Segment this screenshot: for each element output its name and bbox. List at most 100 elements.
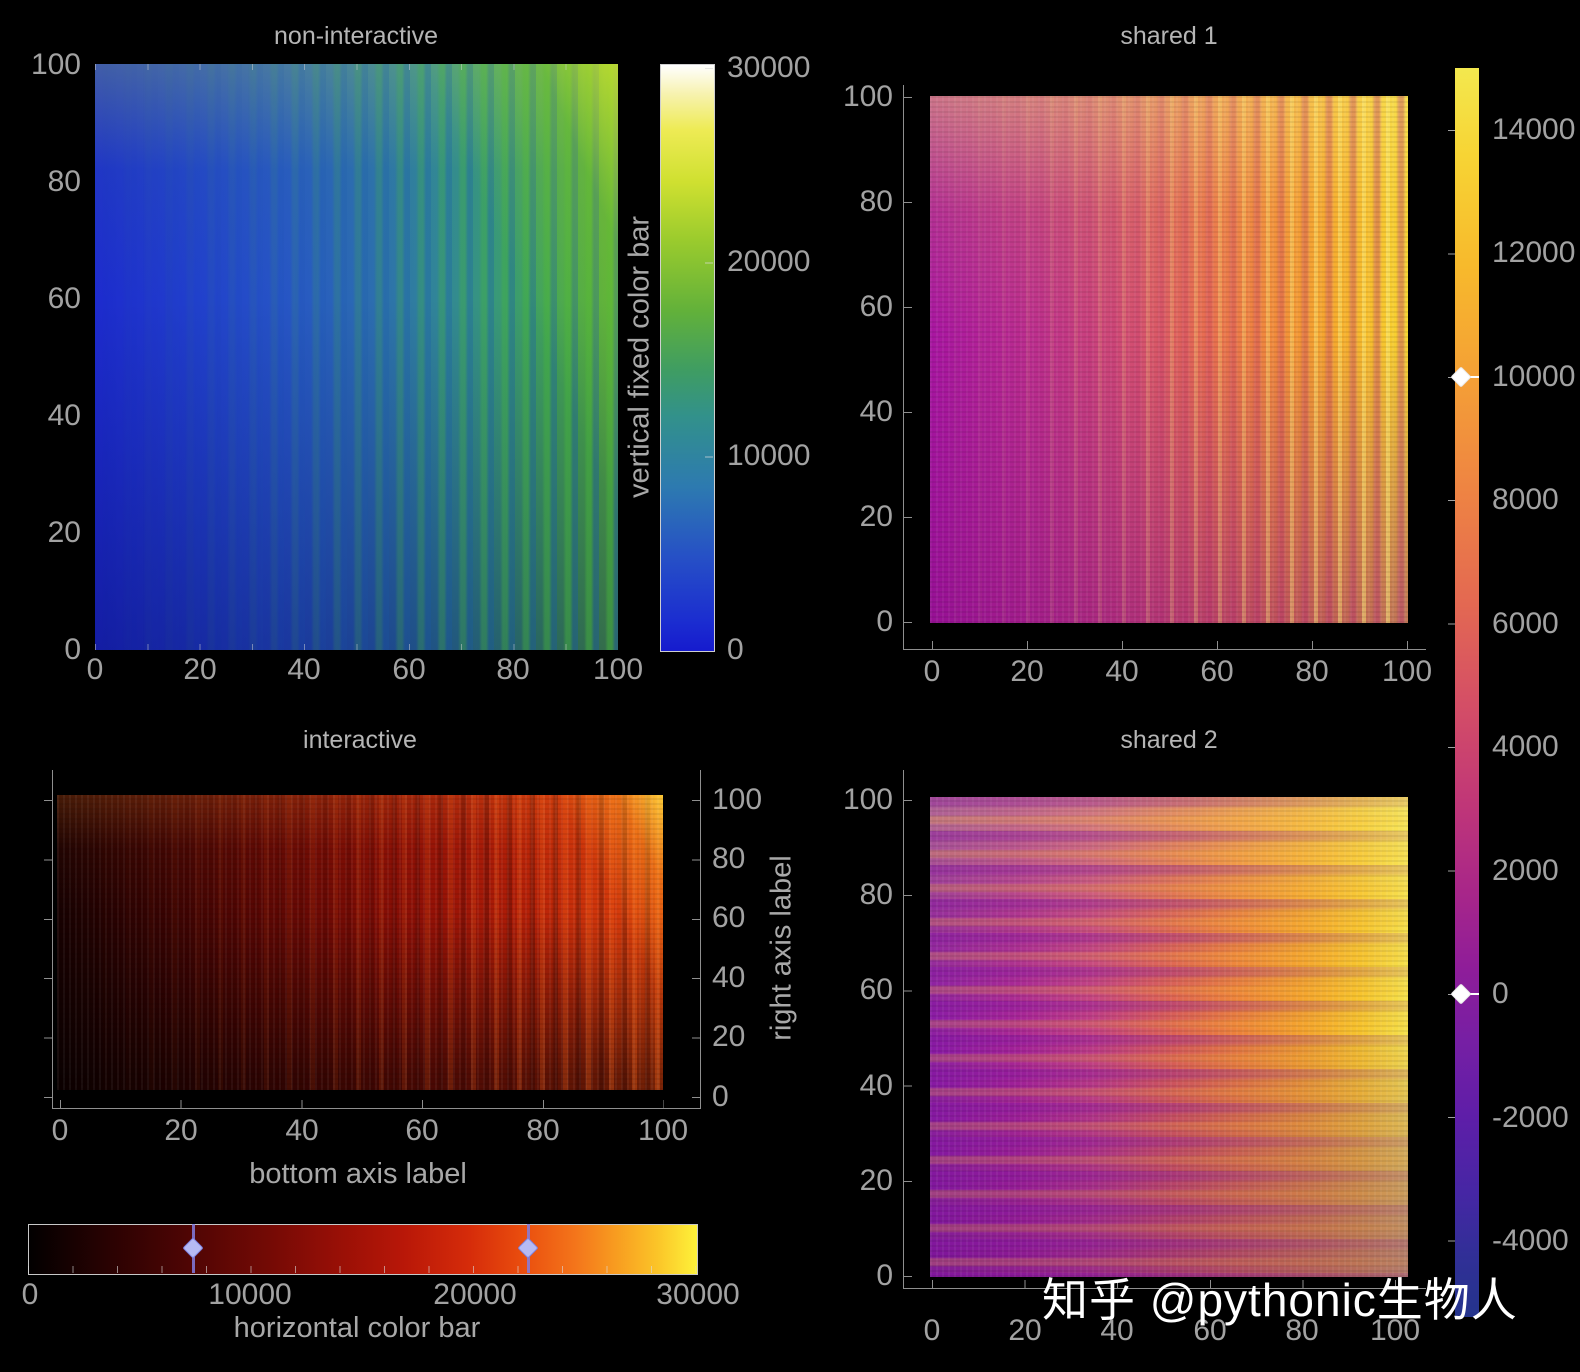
right-y-tick: 40 [712, 961, 746, 994]
bottom-axis-label: bottom axis label [249, 1158, 467, 1190]
bottom-edge-ticks [95, 644, 618, 650]
x-tick: 0 [923, 655, 941, 688]
x-tick: 80 [1295, 655, 1329, 688]
x-tick: 60 [1200, 655, 1234, 688]
colorbar-tick: -2000 [1492, 1101, 1569, 1134]
bottom-axis-line [903, 649, 1426, 650]
heatmap-shared-1[interactable] [930, 96, 1408, 623]
y-tick: 0 [64, 633, 81, 666]
left-axis-ticks [44, 800, 52, 1098]
x-tick: 100 [1381, 655, 1433, 688]
plot-title-shared-2: shared 2 [1120, 726, 1218, 754]
x-tick: 60 [405, 1114, 439, 1147]
x-tick: 80 [526, 1114, 560, 1147]
bottom-axis-ticks [932, 641, 1413, 649]
plot-title-interactive: interactive [303, 726, 417, 754]
y-tick: 20 [47, 516, 81, 549]
colorbar-tick: 30000 [727, 51, 811, 84]
bottom-axis-line [903, 1288, 1426, 1289]
y-tick: 60 [859, 290, 893, 323]
y-tick: 60 [47, 282, 81, 315]
y-tick: 20 [859, 1164, 893, 1197]
colorbar-tick: 14000 [1492, 113, 1576, 146]
vertical-colorbar-label: vertical fixed color bar [623, 215, 656, 499]
y-tick: 40 [47, 399, 81, 432]
bottom-axis-ticks [60, 1100, 664, 1108]
y-tick: 20 [859, 500, 893, 533]
plot-title-non-interactive: non-interactive [274, 22, 438, 50]
left-axis-line [903, 85, 904, 649]
y-tick: 80 [859, 878, 893, 911]
colorbar-tick: 20000 [433, 1278, 517, 1311]
heatmap-noise [930, 96, 1408, 623]
right-axis-ticks [692, 800, 700, 1098]
plot-title-shared-1: shared 1 [1120, 22, 1218, 50]
watermark: 知乎 @pythonic生物人 [1042, 1274, 1518, 1326]
colorbar-tick: 30000 [656, 1278, 740, 1311]
y-tick: 100 [30, 48, 81, 81]
bottom-axis-line [52, 1108, 701, 1109]
colorbar-tick: 4000 [1492, 730, 1559, 763]
x-tick: 0 [51, 1114, 69, 1147]
left-axis-ticks [904, 97, 912, 624]
colorbar-tick: 10000 [208, 1278, 292, 1311]
vertical-colorbar-ticks [705, 68, 713, 651]
x-tick: 100 [592, 653, 644, 686]
x-tick: 100 [1369, 1314, 1421, 1347]
x-tick: 40 [1105, 655, 1139, 688]
left-axis-ticks [904, 800, 912, 1277]
y-tick: 100 [842, 783, 893, 816]
y-tick: 40 [859, 1069, 893, 1102]
horizontal-colorbar-label: horizontal color bar [233, 1312, 481, 1344]
colorbar-tick: 0 [727, 633, 744, 666]
y-tick: 40 [859, 395, 893, 428]
y-tick: 80 [859, 185, 893, 218]
right-y-tick: 20 [712, 1020, 746, 1053]
left-axis-line [52, 770, 53, 1108]
y-tick: 0 [876, 605, 893, 638]
x-tick: 60 [392, 653, 426, 686]
heatmap-shared-2[interactable] [930, 797, 1408, 1277]
right-axis-label: right axis label [765, 855, 798, 1041]
x-tick: 20 [183, 653, 217, 686]
shared-colorbar[interactable] [1455, 68, 1479, 1317]
colorbar-tick: 10000 [1492, 360, 1576, 393]
colorbar-tick: 12000 [1492, 236, 1576, 269]
right-y-tick: 80 [712, 842, 746, 875]
x-tick: 80 [496, 653, 530, 686]
heatmap-corner-glow [95, 64, 618, 650]
heatmap-noise [930, 797, 1408, 1277]
heatmap-non-interactive [95, 64, 618, 650]
right-y-tick: 0 [712, 1080, 729, 1113]
x-tick: 40 [285, 1114, 319, 1147]
y-tick: 100 [842, 80, 893, 113]
right-y-tick: 100 [712, 783, 763, 816]
heatmap-noise [57, 795, 663, 1090]
heatmap-interactive[interactable] [57, 795, 663, 1090]
heatmap-stripes [930, 96, 1408, 623]
colorbar-tick: 6000 [1492, 607, 1559, 640]
heatmap-corner-glow [57, 795, 663, 1090]
x-tick: 20 [1010, 655, 1044, 688]
left-axis-line [903, 770, 904, 1288]
bottom-axis-ticks [932, 1280, 1402, 1288]
colorbar-tick: 10000 [727, 439, 811, 472]
shared-colorbar-ticks [1448, 130, 1455, 1243]
colorbar-tick: 2000 [1492, 854, 1559, 887]
right-axis-line [700, 770, 701, 1108]
colorbar-tick: 20000 [727, 245, 811, 278]
x-tick: 80 [1285, 1314, 1319, 1347]
heatmap-bands [930, 797, 1408, 1277]
y-tick: 80 [47, 165, 81, 198]
colorbar-tick: -4000 [1492, 1224, 1569, 1257]
x-tick: 60 [1193, 1314, 1227, 1347]
x-tick: 40 [1100, 1314, 1134, 1347]
colorbar-tick: 0 [1492, 977, 1509, 1010]
heatmap-shading [930, 797, 1408, 1277]
x-tick: 40 [287, 653, 321, 686]
colorbar-tick: 0 [21, 1278, 39, 1311]
y-tick: 0 [876, 1259, 893, 1292]
top-edge-ticks [95, 64, 618, 70]
x-tick: 100 [637, 1114, 689, 1147]
